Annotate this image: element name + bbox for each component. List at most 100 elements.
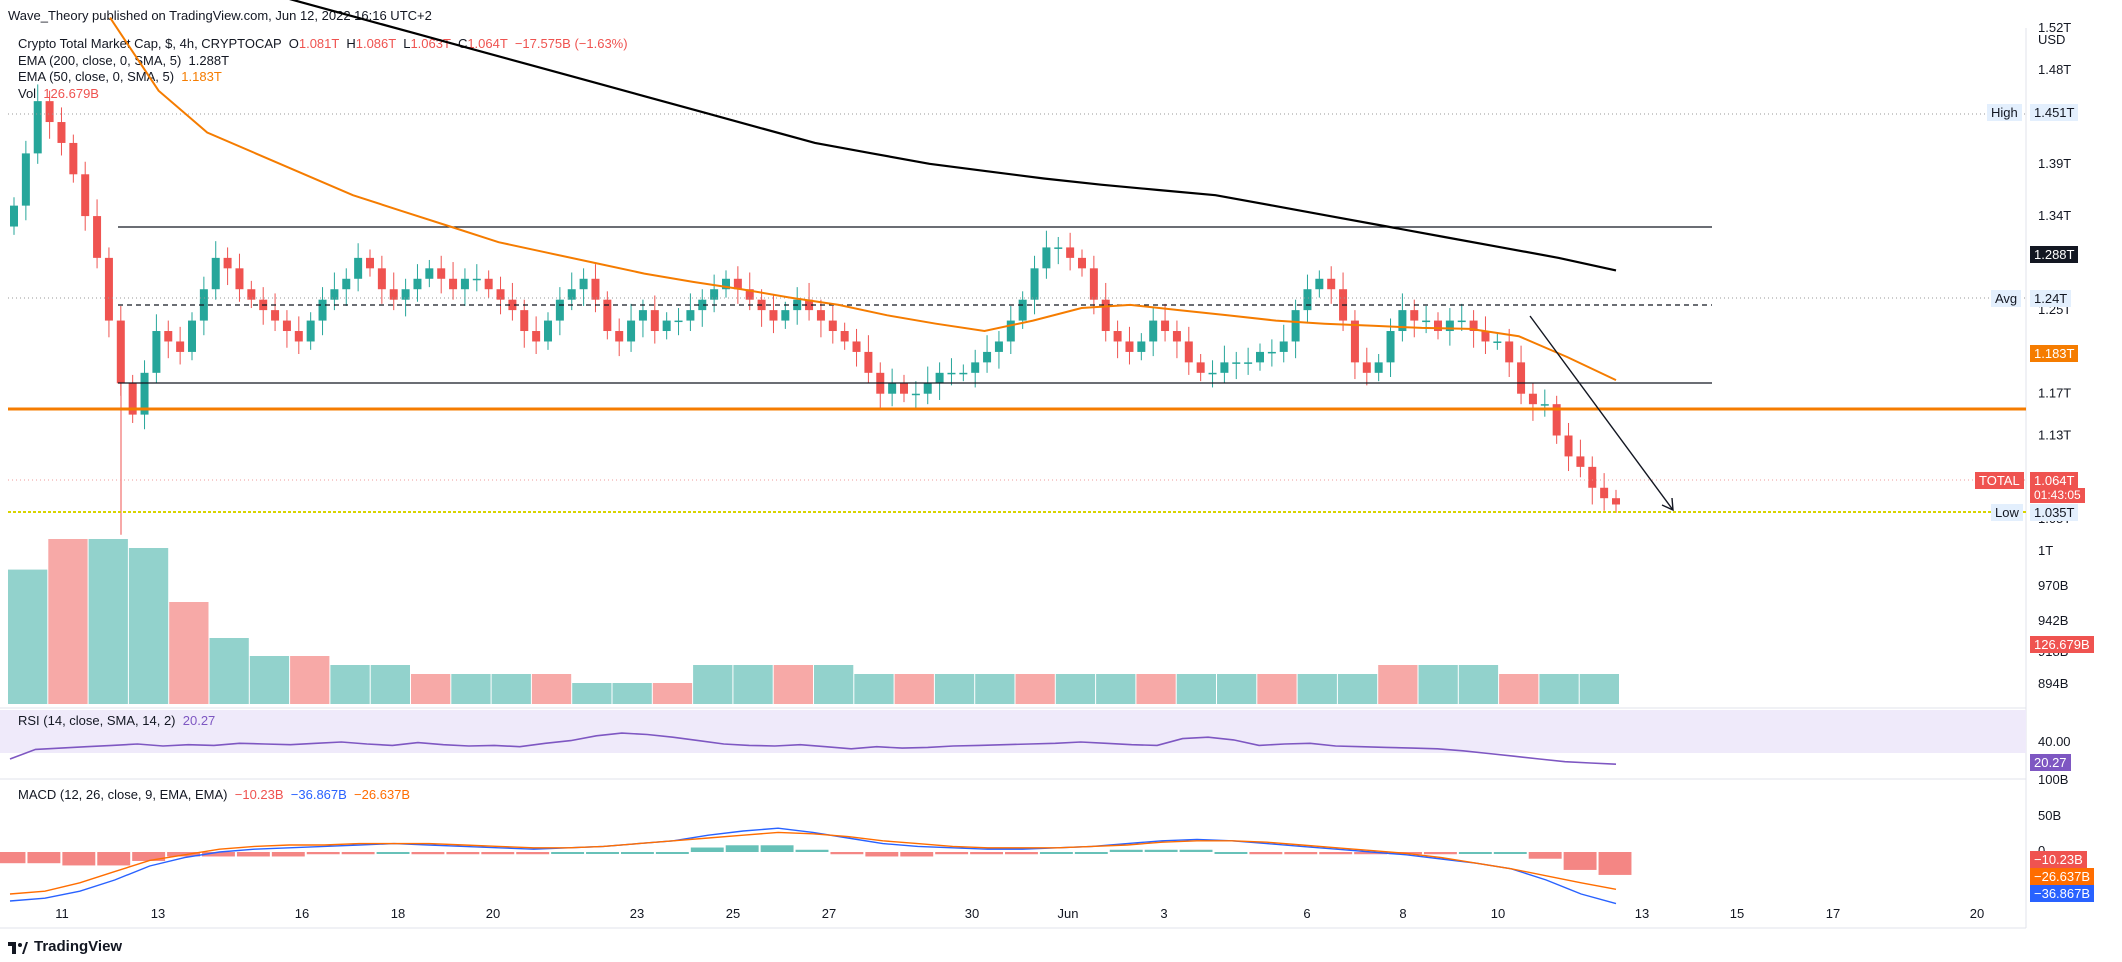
ema200-value: 1.288T [188, 53, 230, 68]
candle-body [1030, 268, 1039, 300]
candle-body [354, 257, 363, 279]
symbol-legend[interactable]: Crypto Total Market Cap, $, 4h, CRYPTOCA… [18, 36, 628, 52]
volume-tag: 126.679B [2030, 636, 2094, 653]
candle-body [532, 331, 541, 342]
candle-body [1505, 341, 1514, 363]
ema50-line [109, 17, 1617, 382]
candle-body [1244, 362, 1253, 364]
candle-body [1267, 351, 1276, 354]
candle-body [852, 341, 861, 352]
rsi-legend[interactable]: RSI (14, close, SMA, 14, 2) 20.27 [18, 713, 215, 729]
candle-body [377, 268, 386, 290]
macd-hist-bar [1563, 852, 1597, 870]
volume-bar [1297, 674, 1337, 704]
candle-body [1374, 362, 1383, 373]
macd-hist-bar [586, 852, 619, 854]
price-axis[interactable]: 1.52T1.48T1.44T1.39T1.34T1.25T1.21T1.17T… [2038, 20, 2071, 858]
candle-body [900, 383, 908, 394]
candle-body [1196, 362, 1205, 373]
candle-body [21, 153, 30, 206]
macd-hist-bar [376, 852, 410, 854]
macd-hist-bar [27, 852, 61, 864]
time-axis-label: 8 [1399, 906, 1406, 921]
candle-body [1113, 331, 1122, 342]
candle-body [1410, 310, 1419, 321]
time-axis-label: 6 [1303, 906, 1310, 921]
candle-body [342, 278, 351, 290]
candle-body [1517, 362, 1526, 394]
currency-label: USD [2038, 32, 2066, 47]
volume-bar [1015, 674, 1055, 704]
candle-body [615, 331, 624, 342]
close-value: 1.064T [467, 36, 508, 51]
candle-body [864, 351, 873, 373]
volume-bar [1217, 674, 1257, 704]
candle-body [389, 289, 398, 300]
macd-hist-bar [516, 852, 550, 855]
volume-axis-label: 970B [2038, 578, 2068, 593]
candle-body [449, 278, 458, 290]
ema50-legend[interactable]: EMA (50, close, 0, SMA, 5) 1.183T [18, 69, 222, 85]
high-value: 1.086T [355, 36, 396, 51]
macd-hist-bar [1354, 852, 1388, 855]
candle-body [484, 278, 493, 290]
candle-body [1481, 331, 1490, 342]
volume-bar [773, 665, 813, 704]
volume-bar [814, 665, 854, 704]
projection-arrow-head [1661, 497, 1674, 512]
time-axis-label: 11 [55, 906, 69, 921]
candle-body [1149, 320, 1158, 342]
macd-hist-bar [132, 852, 166, 861]
volume-bar [894, 674, 934, 704]
candle-body [983, 351, 992, 363]
candle-body [1303, 289, 1312, 311]
candle-body [710, 289, 719, 300]
macd-legend[interactable]: MACD (12, 26, close, 9, EMA, EMA) −10.23… [18, 787, 410, 803]
candle-body [1066, 247, 1075, 258]
candle-body [152, 331, 161, 373]
candle-body [69, 142, 78, 175]
volume-bar [209, 638, 249, 704]
volume-bar [169, 602, 209, 704]
tradingview-brand-text: TradingView [34, 938, 123, 955]
candle-body [638, 310, 647, 321]
macd-hist-bar [202, 852, 235, 857]
rsi-band [0, 710, 2026, 753]
time-axis-label: 25 [726, 906, 740, 921]
volume-bar [693, 665, 733, 704]
close-label: C [457, 36, 468, 51]
macd-hist-bar [1284, 852, 1318, 855]
time-axis-label: 13 [1635, 906, 1649, 921]
volume-bar [491, 674, 531, 704]
volume-legend[interactable]: Vol 126.679B [18, 86, 99, 102]
tradingview-brand[interactable]: TradingView [8, 938, 122, 955]
volume-bar [8, 569, 48, 704]
publisher-line: Wave_Theory published on TradingView.com… [8, 8, 432, 23]
volume-axis-label: 894B [2038, 676, 2068, 691]
volume-bars [8, 539, 1619, 704]
candle-body [591, 278, 600, 300]
candle-body [223, 257, 232, 269]
candle-body [805, 299, 814, 311]
time-axis-label: Jun [1058, 906, 1079, 921]
macd-hist-bar [271, 852, 305, 857]
symbol-name: Crypto Total Market Cap, $, 4h, CRYPTOCA… [18, 36, 282, 51]
candle-body [1220, 362, 1229, 373]
candle-body [520, 310, 529, 332]
macd-axis-label: 50B [2038, 808, 2061, 823]
time-axis[interactable]: 11 13 16 18 20 23 25 27 30 Jun 3 6 8 10 13 15 17 20 [55, 906, 1984, 921]
candle-body [1552, 404, 1561, 436]
candle-body [1362, 362, 1371, 373]
time-axis-label: 3 [1160, 906, 1167, 921]
volume-bar [330, 665, 370, 704]
candle-body [93, 216, 102, 258]
candle-body [1089, 268, 1098, 300]
candle-body [1279, 341, 1288, 352]
price-axis-label: 1.52T [2038, 20, 2071, 35]
candle-body [294, 331, 303, 342]
candle-body [1469, 320, 1478, 332]
open-label: O [288, 36, 299, 51]
candle-body [1256, 351, 1264, 363]
candle-body [1588, 466, 1597, 488]
